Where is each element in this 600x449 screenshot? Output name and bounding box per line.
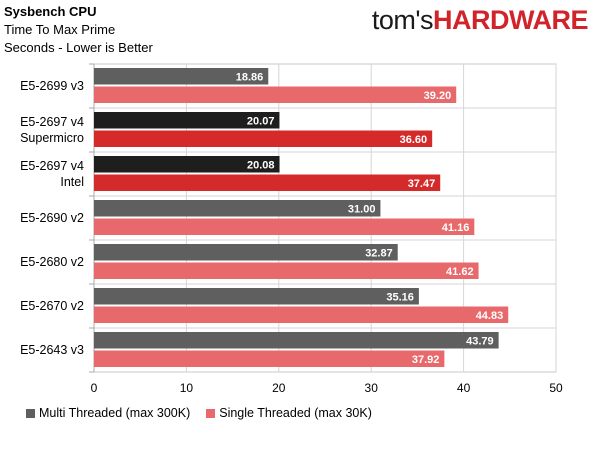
logo-text-toms: tom's: [371, 5, 434, 35]
data-label: 35.16: [386, 291, 414, 303]
data-label: 32.87: [365, 247, 393, 259]
toms-hardware-logo: tom'sHARDWARE: [371, 4, 589, 36]
data-label: 41.62: [446, 266, 474, 278]
legend-item-single: Single Threaded (max 30K): [206, 406, 372, 420]
bar-multi-threaded: [94, 200, 381, 217]
category-label: E5-2643 v3: [20, 343, 84, 357]
data-label: 20.08: [247, 159, 275, 171]
x-tick-label: 10: [180, 381, 194, 395]
x-tick-label: 40: [457, 381, 471, 395]
category-label: E5-2697 v4: [20, 115, 84, 129]
data-label: 20.07: [247, 115, 275, 127]
bar-single-threaded: [94, 130, 433, 147]
plot-area: [93, 63, 557, 373]
bar-multi-threaded: [94, 112, 280, 129]
bar-single-threaded: [94, 262, 479, 279]
data-label: 37.47: [408, 178, 436, 190]
data-label: 31.00: [348, 203, 376, 215]
bar-multi-threaded: [94, 156, 280, 173]
data-label: 41.16: [442, 222, 470, 234]
chart-subtitle-metric: Time To Max Prime: [4, 22, 116, 37]
chart-title: Sysbench CPU: [4, 4, 97, 19]
logo-text-hardware: HARDWARE: [433, 5, 589, 35]
legend-label-multi: Multi Threaded (max 300K): [39, 406, 191, 420]
category-label: E5-2697 v4: [20, 159, 84, 173]
bar-multi-threaded: [94, 288, 419, 305]
data-label: 43.79: [466, 335, 494, 347]
legend-swatch-single: [206, 408, 216, 418]
category-label: E5-2690 v2: [20, 211, 84, 225]
chart-subtitle-units: Seconds - Lower is Better: [4, 40, 153, 55]
category-label: E5-2670 v2: [20, 299, 84, 313]
legend-label-single: Single Threaded (max 30K): [219, 406, 372, 420]
legend-swatch-multi: [26, 408, 35, 418]
category-label: Supermicro: [20, 131, 84, 145]
data-label: 18.86: [236, 71, 264, 83]
data-label: 37.92: [412, 354, 440, 366]
bar-multi-threaded: [94, 68, 269, 85]
bar-single-threaded: [94, 350, 445, 367]
data-label: 36.60: [400, 134, 428, 146]
bar-single-threaded: [94, 174, 441, 191]
chart-legend: Multi Threaded (max 300K) Single Threade…: [26, 406, 372, 420]
bar-single-threaded: [94, 218, 475, 235]
x-tick-label: 0: [91, 381, 98, 395]
x-tick-label: 50: [549, 381, 563, 395]
x-tick-label: 20: [272, 381, 286, 395]
legend-item-multi: Multi Threaded (max 300K): [26, 406, 190, 420]
category-label: Intel: [60, 175, 84, 189]
data-label: 39.20: [424, 90, 452, 102]
bar-single-threaded: [94, 306, 509, 323]
bar-multi-threaded: [94, 244, 398, 261]
bar-single-threaded: [94, 86, 457, 103]
bar-multi-threaded: [94, 332, 499, 349]
category-label: E5-2699 v3: [20, 79, 84, 93]
x-tick-label: 30: [365, 381, 379, 395]
category-label: E5-2680 v2: [20, 255, 84, 269]
data-label: 44.83: [476, 310, 504, 322]
